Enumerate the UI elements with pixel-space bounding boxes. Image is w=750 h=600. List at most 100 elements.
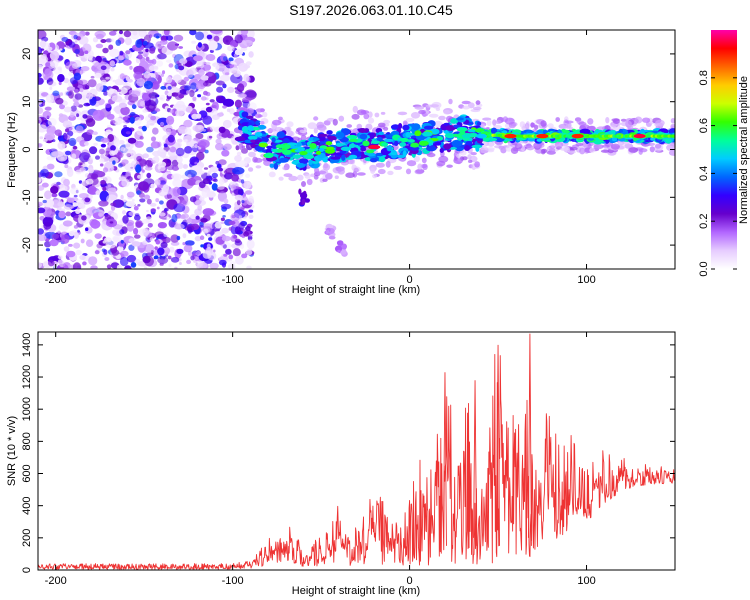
signal-halo-blob bbox=[587, 118, 594, 125]
noise-blob bbox=[172, 178, 183, 188]
noise-blob bbox=[146, 172, 152, 179]
noise-blob bbox=[211, 172, 218, 179]
noise-blob bbox=[58, 113, 64, 118]
figure-title: S197.2026.063.01.10.C45 bbox=[289, 2, 453, 18]
noise-blob bbox=[167, 86, 172, 90]
noise-blob bbox=[105, 38, 113, 43]
snr-x-tick-label: -200 bbox=[45, 575, 67, 587]
signal-halo-blob bbox=[486, 119, 492, 126]
noise-blob bbox=[112, 199, 125, 208]
noise-blob bbox=[135, 164, 142, 174]
signal-halo-blob bbox=[526, 145, 535, 151]
noise-blob bbox=[208, 75, 216, 84]
noise-blob bbox=[209, 166, 219, 173]
noise-blob bbox=[231, 174, 240, 182]
noise-blob bbox=[157, 165, 161, 170]
noise-blob bbox=[68, 243, 73, 247]
noise-blob bbox=[135, 221, 143, 229]
noise-blob bbox=[88, 55, 93, 61]
noise-blob bbox=[189, 89, 195, 98]
noise-blob bbox=[124, 37, 132, 46]
signal-halo-blob bbox=[459, 149, 467, 156]
noise-blob bbox=[70, 105, 77, 112]
noise-blob bbox=[174, 266, 178, 269]
noise-blob bbox=[72, 262, 82, 269]
noise-blob bbox=[240, 30, 249, 36]
noise-blob bbox=[79, 167, 86, 173]
noise-blob bbox=[224, 72, 230, 76]
noise-blob bbox=[114, 137, 119, 142]
noise-blob bbox=[115, 39, 122, 46]
noise-blob bbox=[138, 30, 147, 38]
noise-blob bbox=[200, 96, 207, 101]
noise-blob bbox=[57, 153, 68, 162]
noise-blob bbox=[120, 194, 124, 200]
noise-blob bbox=[191, 113, 199, 120]
noise-blob bbox=[94, 30, 106, 38]
noise-blob bbox=[234, 89, 243, 95]
noise-blob bbox=[62, 220, 73, 227]
branch-blob bbox=[301, 198, 306, 205]
noise-blob bbox=[195, 251, 202, 256]
noise-blob bbox=[202, 115, 213, 125]
signal-core-blob bbox=[299, 151, 308, 156]
noise-blob bbox=[107, 187, 117, 194]
noise-blob bbox=[155, 198, 160, 203]
noise-blob bbox=[51, 233, 60, 240]
noise-blob bbox=[49, 58, 59, 69]
noise-blob bbox=[105, 240, 117, 249]
noise-blob bbox=[71, 63, 81, 69]
signal-blob bbox=[330, 156, 341, 160]
signal-blob bbox=[402, 124, 410, 131]
signal-core-blob bbox=[459, 129, 466, 135]
noise-blob bbox=[192, 96, 197, 102]
noise-blob bbox=[145, 216, 152, 224]
noise-blob bbox=[130, 30, 140, 40]
signal-halo-blob bbox=[283, 173, 293, 178]
noise-blob bbox=[156, 35, 160, 39]
signal-blob bbox=[409, 146, 420, 151]
signal-blob bbox=[369, 132, 375, 140]
noise-blob bbox=[219, 74, 231, 82]
spectrogram-y-tick-label: -10 bbox=[21, 189, 33, 205]
noise-blob bbox=[99, 158, 105, 163]
noise-blob bbox=[129, 65, 133, 70]
signal-blob bbox=[295, 142, 303, 147]
noise-blob bbox=[161, 70, 166, 75]
noise-blob bbox=[154, 179, 161, 186]
noise-blob bbox=[39, 136, 44, 140]
noise-blob bbox=[82, 114, 88, 119]
noise-blob bbox=[134, 234, 141, 239]
spectrogram-marks bbox=[38, 30, 681, 269]
noise-blob bbox=[128, 211, 135, 216]
signal-blob bbox=[378, 156, 386, 163]
noise-blob bbox=[78, 180, 83, 184]
noise-blob bbox=[186, 218, 192, 224]
noise-blob bbox=[67, 168, 74, 177]
noise-blob bbox=[134, 214, 141, 221]
signal-core-blob bbox=[288, 145, 299, 149]
noise-blob bbox=[75, 249, 82, 256]
signal-blob bbox=[676, 130, 681, 133]
noise-blob bbox=[223, 198, 229, 204]
noise-blob bbox=[63, 106, 72, 113]
noise-blob bbox=[112, 160, 116, 165]
noise-blob bbox=[208, 170, 212, 175]
noise-blob bbox=[102, 58, 107, 62]
noise-blob bbox=[63, 246, 70, 252]
noise-blob bbox=[92, 131, 98, 135]
signal-halo-blob bbox=[462, 105, 471, 110]
snr-panel: -200 -100 0 100 0 200 400 600 800 1000 1200 1400 H… bbox=[6, 331, 676, 597]
snr-y-tick-label: 800 bbox=[21, 432, 33, 450]
signal-halo-blob bbox=[628, 147, 639, 153]
noise-blob bbox=[109, 221, 114, 224]
signal-halo-blob bbox=[487, 141, 495, 147]
signal-halo-blob bbox=[367, 117, 375, 124]
noise-blob bbox=[95, 43, 104, 49]
noise-blob bbox=[231, 192, 235, 197]
signal-halo-blob bbox=[492, 119, 497, 126]
noise-blob bbox=[217, 96, 225, 103]
noise-blob bbox=[154, 108, 161, 112]
noise-blob bbox=[205, 61, 211, 66]
signal-halo-blob bbox=[649, 146, 655, 153]
